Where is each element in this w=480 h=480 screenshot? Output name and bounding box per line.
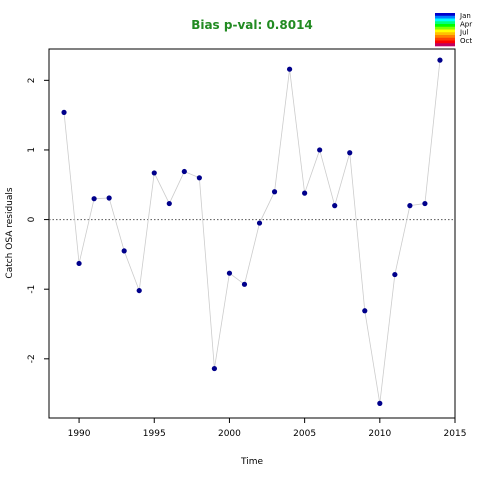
legend-color-2 [435, 18, 455, 22]
legend-color-10 [435, 40, 455, 44]
x-tick-label-2015: 2015 [444, 429, 467, 439]
data-point-1998 [196, 175, 202, 181]
x-tick-label-2000: 2000 [218, 429, 241, 439]
y-axis-title: Catch OSA residuals [5, 187, 15, 278]
x-tick-label-1990: 1990 [68, 429, 91, 439]
data-point-2000 [226, 270, 233, 276]
legend-color-7 [435, 32, 455, 36]
data-point-1993 [121, 248, 127, 254]
legend-color-4 [435, 24, 455, 28]
y-tick-label--1: -1 [27, 285, 37, 294]
x-axis: 1990 1995 2000 2005 2010 2015 [68, 418, 467, 439]
y-axis: -2 -1 0 1 2 [27, 77, 49, 363]
data-point-1990 [76, 260, 82, 267]
data-point-2005 [302, 190, 308, 196]
data-point-2012 [407, 203, 413, 209]
data-point-1992 [106, 195, 112, 201]
data-point-2011 [392, 271, 398, 278]
legend-label-jan: Jan [459, 12, 471, 20]
data-point-1995 [151, 170, 157, 176]
data-point-2003 [271, 189, 278, 195]
data-point-1999 [211, 365, 218, 372]
plot-frame [48, 48, 456, 419]
legend-color-6 [435, 29, 455, 33]
legend-color-1 [435, 15, 455, 19]
legend-color-11 [435, 43, 455, 47]
x-tick-label-2010: 2010 [368, 429, 391, 439]
data-point-1996 [166, 200, 172, 207]
series-connector-line [63, 60, 441, 404]
data-point-2014 [437, 57, 443, 63]
legend-color-0 [435, 13, 455, 17]
data-point-2001 [241, 281, 248, 287]
data-point-2002 [256, 220, 263, 226]
legend-color-5 [435, 26, 455, 30]
data-point-2009 [362, 308, 368, 314]
legend-color-9 [435, 37, 455, 41]
x-tick-label-2005: 2005 [293, 429, 316, 439]
data-point-1989 [61, 109, 67, 115]
legend-label-apr: Apr [460, 20, 472, 28]
data-point-1991 [91, 196, 97, 202]
legend-color-8 [435, 35, 455, 39]
data-point-2010 [377, 400, 383, 406]
data-point-2008 [347, 150, 353, 156]
chart-title: Bias p-val: 0.8014 [191, 18, 313, 32]
data-point-2006 [317, 147, 323, 153]
legend-label-oct: Oct [460, 37, 472, 45]
legend-color-3 [435, 21, 455, 25]
y-tick-label-0: 0 [27, 216, 37, 222]
data-point-1994 [136, 287, 142, 294]
data-point-2004 [286, 66, 293, 72]
y-tick-label--2: -2 [27, 354, 37, 363]
data-point-1997 [181, 168, 187, 175]
y-tick-label-1: 1 [27, 147, 37, 153]
x-axis-title: Time [240, 457, 263, 467]
legend-label-jul: Jul [459, 29, 469, 37]
y-tick-label-2: 2 [27, 77, 37, 83]
x-tick-label-1995: 1995 [143, 429, 166, 439]
data-point-2013 [422, 200, 428, 207]
data-point-2007 [332, 203, 338, 209]
